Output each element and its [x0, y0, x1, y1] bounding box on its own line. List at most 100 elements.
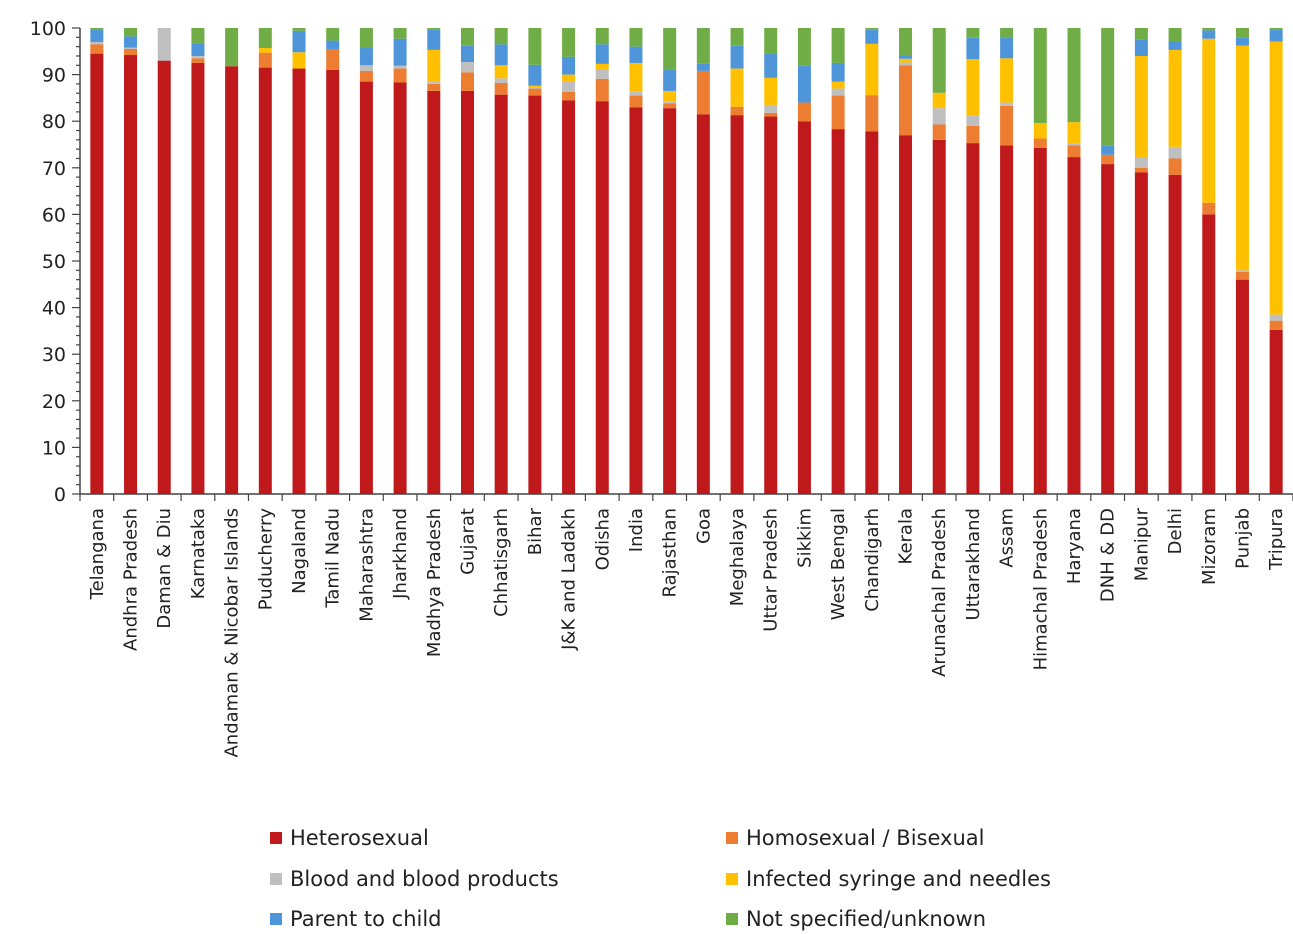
bar-puducherry-homosexual-bisexual	[258, 52, 272, 68]
bar-punjab-homosexual-bisexual	[1235, 271, 1249, 280]
bar-haryana-not-specified-unknown	[1067, 28, 1081, 123]
bar-arunachal-pradesh-infected-syringe-and-needles	[932, 92, 946, 109]
bar-madhya-pradesh-heterosexual	[427, 90, 441, 494]
bar-telangana-blood-and-blood-products	[90, 41, 104, 45]
bar-manipur-heterosexual	[1134, 172, 1148, 494]
bar-j-k-and-ladakh-parent-to-child	[562, 56, 576, 75]
bar-uttar-pradesh-heterosexual	[764, 116, 778, 494]
bar-haryana-infected-syringe-and-needles	[1067, 122, 1081, 144]
bar-daman-diu-heterosexual	[157, 60, 171, 495]
bar-manipur-not-specified-unknown	[1134, 28, 1148, 40]
y-tick-label-80: 80	[42, 111, 66, 133]
x-tick-label-nagaland: Nagaland	[289, 508, 310, 594]
x-tick-label-bihar: Bihar	[525, 507, 546, 555]
bar-group-telangana	[90, 28, 104, 494]
bar-india-heterosexual	[629, 107, 643, 494]
y-tick-label-70: 70	[42, 158, 66, 180]
x-tick-label-assam: Assam	[997, 508, 1018, 568]
bar-jharkhand-homosexual-bisexual	[393, 68, 407, 83]
bar-karnataka-not-specified-unknown	[191, 28, 205, 44]
bar-group-punjab	[1235, 28, 1249, 494]
bar-group-kerala	[899, 28, 913, 494]
x-tick-label-meghalaya: Meghalaya	[727, 508, 748, 606]
legend-label-parent-to-child: Parent to child	[290, 907, 442, 931]
y-tick-label-10: 10	[42, 437, 66, 459]
bar-goa-homosexual-bisexual	[696, 70, 710, 115]
bar-rajasthan-parent-to-child	[663, 69, 677, 91]
bar-madhya-pradesh-not-specified-unknown	[427, 28, 441, 30]
bar-bihar-not-specified-unknown	[528, 28, 542, 65]
bar-punjab-not-specified-unknown	[1235, 28, 1249, 38]
bar-telangana-parent-to-child	[90, 29, 104, 42]
bar-delhi-infected-syringe-and-needles	[1168, 49, 1182, 147]
bar-odisha-blood-and-blood-products	[595, 69, 609, 79]
bar-group-odisha	[595, 28, 609, 495]
bar-group-meghalaya	[730, 28, 744, 494]
bar-kerala-infected-syringe-and-needles	[899, 58, 913, 63]
bar-assam-heterosexual	[1000, 145, 1014, 494]
bar-goa-not-specified-unknown	[696, 28, 710, 64]
bar-chandigarh-homosexual-bisexual	[865, 95, 879, 132]
x-tick-label-dnh-dd: DNH & DD	[1098, 508, 1119, 602]
bar-bihar-homosexual-bisexual	[528, 88, 542, 96]
bar-madhya-pradesh-parent-to-child	[427, 29, 441, 50]
bar-meghalaya-heterosexual	[730, 115, 744, 494]
bar-haryana-homosexual-bisexual	[1067, 145, 1081, 158]
bar-daman-diu-blood-and-blood-products	[157, 28, 171, 61]
bar-group-tamil-nadu	[326, 28, 340, 494]
x-tick-label-andaman-nicobar-islands: Andaman & Nicobar Islands	[222, 508, 243, 758]
bar-nagaland-not-specified-unknown	[292, 28, 306, 31]
bar-dnh-dd-parent-to-child	[1101, 145, 1115, 155]
bar-madhya-pradesh-blood-and-blood-products	[427, 81, 441, 84]
y-tick-label-0: 0	[54, 484, 66, 506]
bar-jharkhand-not-specified-unknown	[393, 28, 407, 39]
bar-group-assam	[1000, 28, 1014, 494]
y-tick-label-60: 60	[42, 204, 66, 226]
bar-chhatisgarh-homosexual-bisexual	[494, 82, 508, 95]
bar-telangana-not-specified-unknown	[90, 28, 104, 30]
bar-karnataka-parent-to-child	[191, 43, 205, 56]
bar-chandigarh-not-specified-unknown	[865, 28, 879, 30]
legend-item-not-specified-unknown: Not specified/unknown	[726, 907, 986, 931]
bar-karnataka-blood-and-blood-products	[191, 55, 205, 59]
legend-swatch-blood-and-blood-products	[270, 873, 282, 885]
bar-maharashtra-blood-and-blood-products	[359, 65, 373, 71]
y-axis: 0 10 20 30 40 50 60 70 80 90 100	[30, 18, 81, 506]
bar-delhi-not-specified-unknown	[1168, 28, 1182, 42]
bar-group-dnh-dd	[1101, 28, 1115, 494]
bar-arunachal-pradesh-homosexual-bisexual	[932, 124, 946, 140]
bar-j-k-and-ladakh-blood-and-blood-products	[562, 81, 576, 92]
y-tick-label-100: 100	[30, 18, 66, 40]
bar-group-jharkhand	[393, 28, 407, 494]
bar-gujarat-homosexual-bisexual	[460, 72, 474, 91]
bar-bihar-blood-and-blood-products	[528, 87, 542, 89]
bar-kerala-blood-and-blood-products	[899, 62, 913, 66]
bar-uttarakhand-homosexual-bisexual	[966, 125, 980, 144]
bar-delhi-blood-and-blood-products	[1168, 146, 1182, 159]
bar-andhra-pradesh-blood-and-blood-products	[124, 47, 138, 49]
bar-puducherry-heterosexual	[258, 67, 272, 495]
bar-assam-infected-syringe-and-needles	[1000, 58, 1014, 103]
bar-uttar-pradesh-homosexual-bisexual	[764, 112, 778, 117]
plot-area	[90, 28, 1283, 495]
bar-himachal-pradesh-not-specified-unknown	[1033, 28, 1047, 124]
legend-label-infected-syringe-and-needles: Infected syringe and needles	[746, 867, 1051, 891]
bar-tripura-blood-and-blood-products	[1269, 314, 1283, 321]
bar-andhra-pradesh-heterosexual	[124, 55, 138, 494]
bar-haryana-heterosexual	[1067, 157, 1081, 494]
bar-group-j-k-and-ladakh	[562, 28, 576, 494]
legend-swatch-not-specified-unknown	[726, 913, 738, 925]
bar-west-bengal-infected-syringe-and-needles	[831, 81, 845, 89]
bar-west-bengal-homosexual-bisexual	[831, 95, 845, 130]
bar-assam-homosexual-bisexual	[1000, 105, 1014, 146]
bar-rajasthan-heterosexual	[663, 108, 677, 494]
bar-group-sikkim	[797, 28, 811, 494]
bar-arunachal-pradesh-not-specified-unknown	[932, 28, 946, 93]
x-tick-label-andhra-pradesh: Andhra Pradesh	[121, 508, 142, 651]
bar-j-k-and-ladakh-infected-syringe-and-needles	[562, 74, 576, 82]
bar-assam-not-specified-unknown	[1000, 28, 1014, 38]
bar-kerala-parent-to-child	[899, 55, 913, 59]
x-tick-label-karnataka: Karnataka	[188, 508, 209, 599]
bar-chandigarh-heterosexual	[865, 131, 879, 494]
